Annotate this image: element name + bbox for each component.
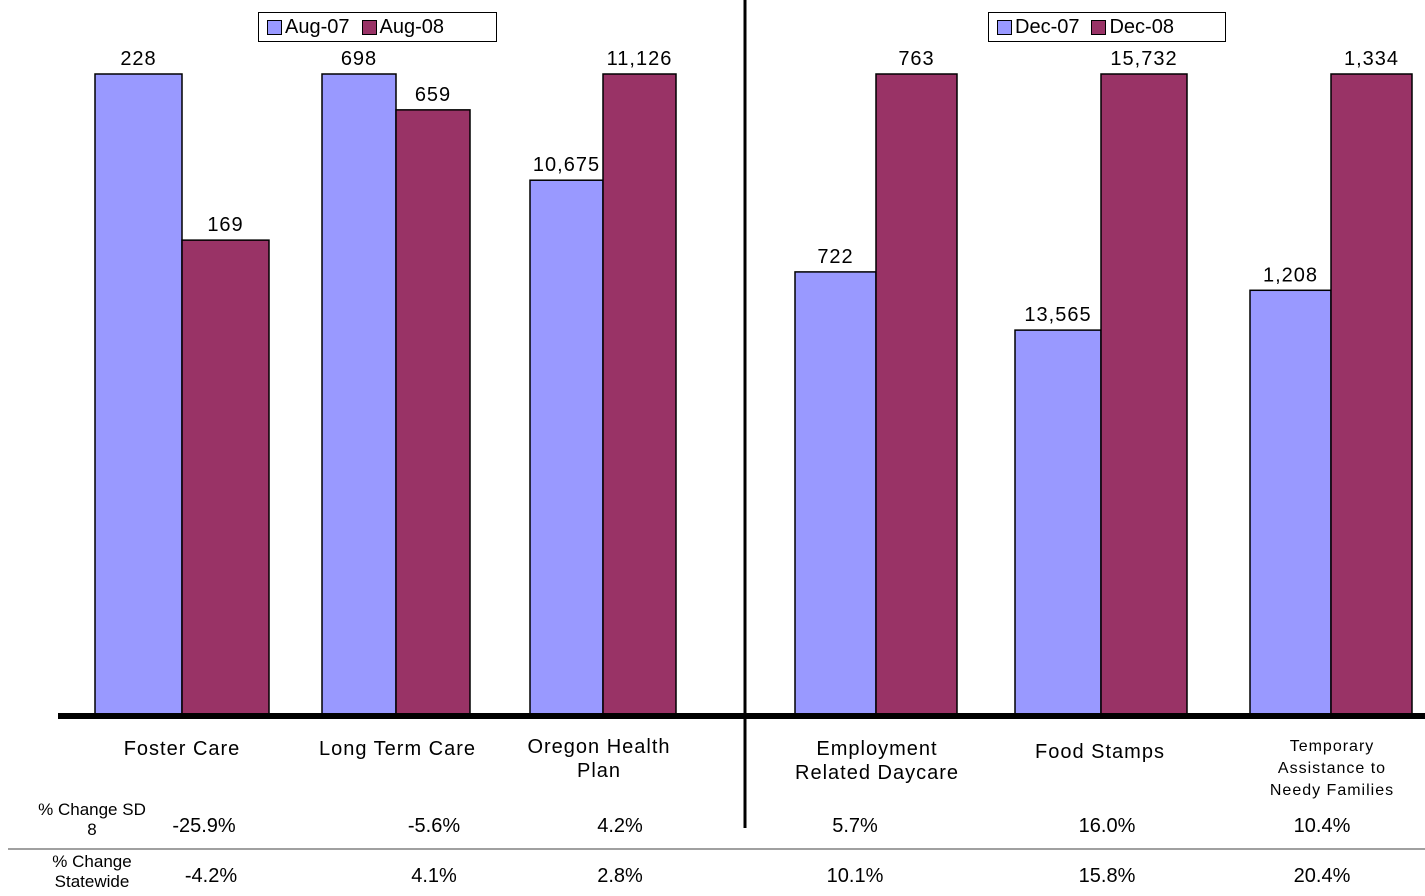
legend-swatch-dec07	[997, 19, 1012, 35]
bar-aug-08-3	[602, 73, 677, 717]
legend-label-aug07: Aug-07	[285, 15, 350, 38]
legend-swatch-dec08	[1091, 19, 1107, 35]
pct-sd8-employment-daycare: 5.7%	[832, 815, 878, 837]
legend-label-dec07: Dec-07	[1015, 15, 1080, 38]
value-label-aug-07-1: 228	[120, 48, 156, 70]
pct-sd8-food-stamps: 16.0%	[1078, 815, 1136, 837]
bar-aug-07-1	[94, 73, 183, 717]
bar-dec-07-4	[794, 271, 877, 717]
legend-swatch-aug07	[267, 19, 282, 35]
bar-dec-08-6	[1330, 73, 1413, 717]
legend-item-aug08: Aug-08	[361, 15, 445, 39]
pct-sd8-oregon-health-plan: 4.2%	[597, 815, 643, 837]
pct-sd8-long-term-care: -5.6%	[407, 815, 461, 837]
value-label-aug-08-2: 659	[415, 84, 451, 106]
bar-aug-08-1	[181, 239, 270, 717]
value-label-dec-07-5: 13,565	[1024, 304, 1091, 326]
pct-statewide-oregon-health-plan: 2.8%	[597, 865, 643, 887]
category-label-employment-related-daycare: Employment Related Daycare	[795, 738, 959, 784]
row-label-sd8: % Change SD 8	[38, 800, 146, 839]
data-labels-layer: 228 169 698 659 10,675 11,126 722 763 13,565 15,7…	[120, 48, 1399, 326]
pct-sd8-foster-care: -25.9%	[172, 815, 236, 837]
bar-aug-07-2	[321, 73, 397, 717]
value-label-aug-08-3: 11,126	[607, 48, 673, 70]
pct-statewide-tanf: 20.4%	[1293, 865, 1351, 887]
legend-item-aug07: Aug-07	[267, 16, 350, 39]
category-label-foster-care: Foster Care	[123, 738, 241, 760]
bar-dec-08-5	[1100, 73, 1188, 717]
pct-statewide-long-term-care: 4.1%	[411, 865, 457, 887]
category-label-food-stamps: Food Stamps	[1035, 741, 1165, 763]
legend-label-aug08: Aug-08	[379, 15, 445, 38]
legend-right: Dec-07 Dec-08	[988, 12, 1226, 42]
value-label-dec-08-5: 15,732	[1110, 48, 1177, 70]
value-label-aug-07-3: 10,675	[533, 154, 600, 176]
bar-dec-07-5	[1014, 329, 1102, 717]
legend-label-dec08: Dec-08	[1109, 15, 1174, 38]
bars-layer	[94, 73, 1413, 717]
value-label-dec-07-4: 722	[817, 246, 853, 268]
value-label-aug-07-2: 698	[341, 48, 377, 70]
legend-item-dec07: Dec-07	[997, 16, 1079, 39]
value-label-dec-07-6: 1,208	[1263, 264, 1318, 286]
pct-statewide-employment-daycare: 10.1%	[826, 865, 884, 887]
row-label-statewide: % Change Statewide	[52, 852, 132, 891]
bar-dec-07-6	[1249, 289, 1332, 717]
category-label-tanf: Temporary Assistance to Needy Families	[1269, 738, 1395, 799]
category-label-long-term-care: Long Term Care	[318, 738, 477, 760]
value-label-aug-08-1: 169	[207, 214, 243, 236]
category-label-oregon-health-plan: Oregon Health Plan	[527, 736, 671, 782]
bar-aug-07-3	[529, 179, 604, 717]
pct-statewide-food-stamps: 15.8%	[1078, 865, 1136, 887]
bar-aug-08-2	[395, 109, 471, 717]
legend-item-dec08: Dec-08	[1091, 15, 1174, 39]
legend-left: Aug-07 Aug-08	[258, 12, 497, 42]
pct-statewide-foster-care: -4.2%	[184, 865, 238, 887]
value-label-dec-08-4: 763	[898, 48, 934, 70]
legend-swatch-aug08	[361, 19, 377, 35]
pct-sd8-tanf: 10.4%	[1293, 815, 1351, 837]
bar-dec-08-4	[875, 73, 958, 717]
value-label-dec-08-6: 1,334	[1344, 48, 1399, 70]
